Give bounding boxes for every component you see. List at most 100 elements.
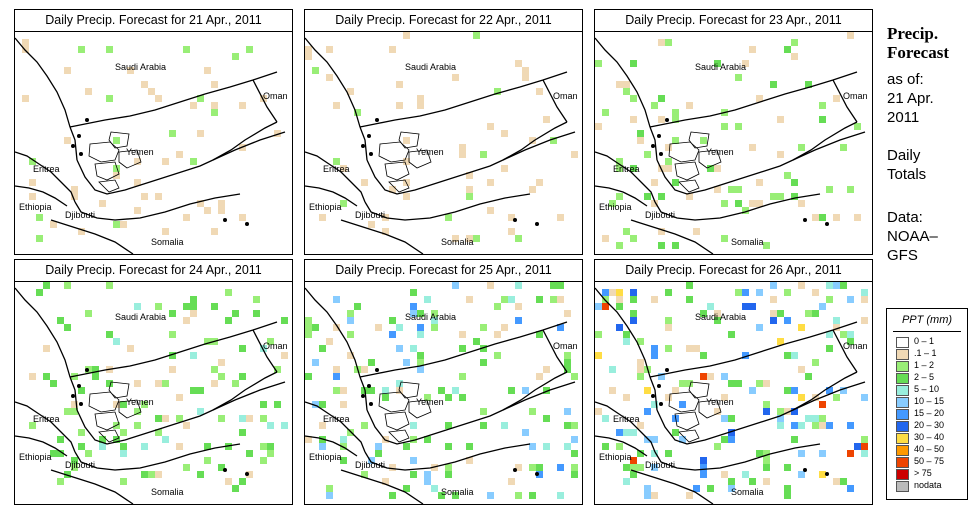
country-border (542, 79, 568, 123)
country-border (364, 193, 531, 221)
legend-title: PPT (mm) (901, 314, 953, 326)
precip-cell (487, 123, 494, 130)
precip-cell (651, 401, 658, 408)
legend-item: 40 – 50 (896, 444, 964, 456)
eritrea-label: Eritrea (33, 164, 60, 174)
precip-cell (847, 32, 854, 39)
island (803, 218, 807, 222)
precip-cell (183, 317, 190, 324)
precip-cell (281, 352, 288, 359)
governorate-boundary (108, 131, 130, 149)
precip-cell (749, 387, 756, 394)
country-border (649, 321, 858, 378)
precip-cell (403, 359, 410, 366)
totals-line: Totals (887, 166, 927, 183)
precip-cell (728, 436, 735, 443)
precip-cell (707, 485, 714, 492)
precip-cell (403, 443, 410, 450)
precip-cell (389, 186, 396, 193)
precip-cell (204, 67, 211, 74)
precip-cell (833, 317, 840, 324)
precip-cell (630, 60, 637, 67)
saudi-arabia-label: Saudi Arabia (115, 62, 166, 72)
precip-cell (260, 415, 267, 422)
precip-cell (417, 366, 424, 373)
governorate-boundary (384, 161, 410, 181)
governorate-boundary (98, 179, 120, 193)
precip-cell (57, 317, 64, 324)
precip-cell (651, 102, 658, 109)
precip-cell (232, 310, 239, 317)
country-border (649, 71, 858, 128)
precip-cell (798, 200, 805, 207)
precip-cell (742, 471, 749, 478)
precip-cell (113, 165, 120, 172)
precip-cell (197, 200, 204, 207)
precip-cell (763, 478, 770, 485)
precip-cell (721, 415, 728, 422)
legend-swatch (896, 373, 909, 384)
precip-cell (340, 457, 347, 464)
precip-cell (721, 123, 728, 130)
precip-cell (162, 228, 169, 235)
precip-cell (735, 186, 742, 193)
precip-cell (543, 443, 550, 450)
precip-cell (543, 366, 550, 373)
governorate-boundary (398, 381, 420, 399)
precip-cell (424, 394, 431, 401)
island (513, 218, 517, 222)
precip-cell (169, 352, 176, 359)
precip-cell (71, 457, 78, 464)
precip-cell (274, 130, 281, 137)
precip-cell (637, 450, 644, 457)
precip-cell (686, 282, 693, 289)
forecast-panel-3: Daily Precip. Forecast for 23 Apr., 2011… (594, 9, 873, 255)
precip-cell (770, 193, 777, 200)
governorate-boundary (678, 429, 700, 443)
precip-cell (616, 193, 623, 200)
island (651, 144, 655, 148)
island (367, 384, 371, 388)
precip-cell (728, 380, 735, 387)
country-border (69, 321, 278, 378)
island (223, 218, 227, 222)
governorate-boundary (94, 161, 120, 181)
precip-cell (22, 46, 29, 53)
djibouti-label: Djibouti (355, 460, 385, 470)
precip-cell (508, 214, 515, 221)
precip-cell (99, 436, 106, 443)
precip-cell (798, 324, 805, 331)
legend-item: 1 – 2 (896, 360, 964, 372)
precip-cell (728, 429, 735, 436)
precip-cell (630, 165, 637, 172)
precip-cell (644, 408, 651, 415)
precip-cell (50, 450, 57, 457)
precip-cell (637, 338, 644, 345)
governorate-boundary (674, 161, 700, 181)
precip-cell (183, 214, 190, 221)
precip-cell (742, 289, 749, 296)
ethiopia-label: Ethiopia (19, 452, 52, 462)
precip-cell (71, 401, 78, 408)
yemen-label: Yemen (706, 147, 734, 157)
precip-cell (791, 39, 798, 46)
precip-cell (686, 492, 693, 499)
precip-cell (651, 450, 658, 457)
precip-cell (672, 242, 679, 249)
precip-cell (665, 289, 672, 296)
precip-cell (564, 359, 571, 366)
precip-cell (770, 310, 777, 317)
precip-cells (29, 282, 288, 492)
country-border (69, 126, 78, 161)
precip-cell (728, 485, 735, 492)
precip-cell (529, 464, 536, 471)
country-border (340, 469, 424, 504)
island (369, 152, 373, 156)
map-svg: Saudi Arabia Oman Yemen Eritrea Ethiopia Djib… (15, 37, 288, 254)
precip-cell (64, 408, 71, 415)
precip-cell (57, 436, 64, 443)
precip-cell (784, 387, 791, 394)
precip-cell (459, 144, 466, 151)
country-border (15, 185, 68, 207)
precip-cell (134, 207, 141, 214)
